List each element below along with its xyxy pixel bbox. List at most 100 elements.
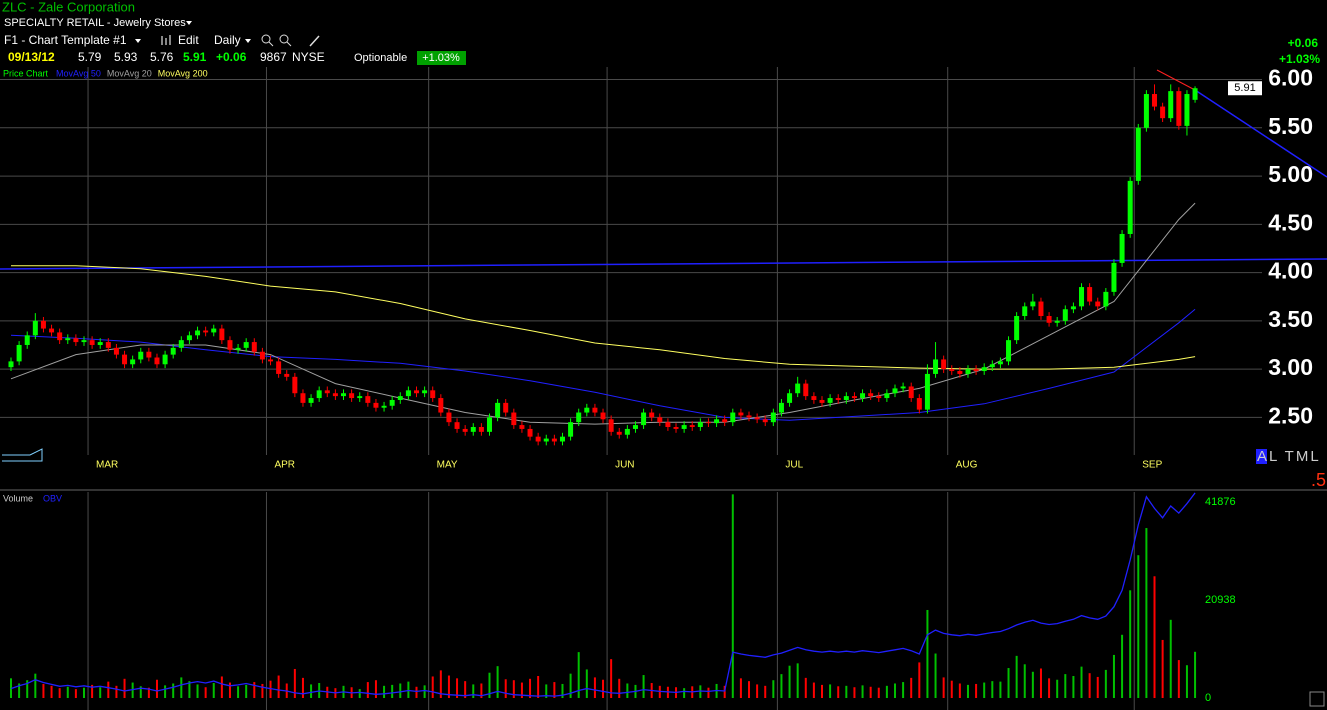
y-tick-label: 6.00	[1268, 65, 1313, 91]
volume-bar	[520, 682, 523, 698]
volume-bar	[780, 674, 783, 698]
legend-entry: MovAvg 20	[107, 68, 152, 78]
volume-bar	[853, 687, 856, 698]
volume-bar	[626, 683, 629, 698]
volume-bar	[512, 680, 515, 698]
volume-bar	[131, 682, 134, 698]
x-tick-label: AUG	[956, 460, 978, 471]
candle-body	[924, 373, 930, 410]
volume-bar	[812, 682, 815, 698]
dropdown-arrow	[135, 39, 141, 43]
candle-body	[908, 386, 914, 399]
candle-body	[1192, 88, 1198, 100]
candle-body	[616, 431, 622, 435]
industry[interactable]: SPECIALTY RETAIL - Jewelry Stores	[4, 17, 186, 29]
zoom-out[interactable]	[279, 34, 289, 44]
candle-body	[941, 359, 947, 370]
volume-bar	[585, 669, 588, 698]
volume-bar	[553, 682, 556, 698]
candle-body	[16, 344, 22, 362]
volume-bar	[893, 683, 896, 698]
volume-bar	[253, 682, 256, 698]
candle-body	[1022, 306, 1028, 317]
volume-bar	[1177, 660, 1180, 698]
volume-bar	[537, 675, 540, 698]
volume-bar	[1088, 673, 1091, 698]
low: 5.76	[150, 50, 174, 64]
candle-body	[576, 412, 582, 423]
corner-button[interactable]	[1309, 691, 1325, 707]
candle-body	[559, 436, 565, 442]
change: +0.06	[216, 50, 247, 64]
volume-bar	[374, 680, 377, 698]
candle-body	[1127, 180, 1133, 234]
candle-body	[57, 332, 63, 341]
scroll-flag[interactable]	[2, 448, 43, 462]
volume-bar	[1007, 668, 1010, 698]
change-pct: +1.03%	[422, 52, 460, 64]
candle-body	[81, 340, 87, 343]
candle-body	[949, 369, 955, 372]
candle-body	[673, 427, 679, 429]
zoom-in[interactable]	[261, 34, 271, 44]
dropdown-arrow	[245, 39, 251, 43]
volume-bar	[423, 685, 426, 698]
candle-body	[1184, 94, 1190, 126]
candle-body	[811, 396, 817, 400]
candle-body	[884, 393, 890, 399]
volume-bar	[991, 681, 994, 698]
candle-body	[722, 419, 728, 423]
volume-bar	[529, 678, 532, 698]
volume-bar	[731, 494, 734, 698]
volume-bar	[488, 672, 491, 698]
volume-bar	[1112, 654, 1115, 698]
volume-bar	[593, 677, 596, 698]
template[interactable]: F1 - Chart Template #1	[4, 33, 127, 47]
candle-body	[414, 390, 419, 394]
candle-body	[551, 438, 557, 442]
candle-body	[746, 415, 752, 418]
volume-bar	[155, 679, 158, 698]
obv-line	[10, 492, 1196, 697]
candle-body	[803, 383, 809, 397]
zoom-out	[286, 41, 292, 47]
candle-body	[568, 422, 574, 437]
volume-bar	[407, 681, 410, 698]
volume-bar	[821, 684, 823, 698]
volume-bar	[1169, 619, 1172, 698]
tools[interactable]: AL TML	[1257, 448, 1321, 465]
candle-body	[178, 340, 184, 348]
volume-bar	[180, 677, 183, 698]
volume-bar	[999, 681, 1002, 698]
candle-body	[397, 396, 403, 400]
volume-bar	[391, 684, 394, 698]
interval[interactable]: Daily	[214, 33, 241, 47]
volume-bar	[756, 684, 759, 698]
candle-body	[1143, 94, 1149, 128]
x-tick-label: MAY	[437, 460, 458, 471]
x-tick-label: JUL	[785, 460, 803, 471]
candle-body	[584, 407, 590, 413]
volume-bar	[1048, 678, 1051, 698]
volume-tick-label: 41876	[1205, 496, 1236, 508]
edit-button[interactable]: Edit	[178, 33, 199, 47]
volume-bar	[220, 676, 223, 698]
candle-body	[162, 354, 168, 365]
volume-bar	[1023, 664, 1026, 698]
volume-bar	[301, 677, 304, 698]
volume-bar	[545, 684, 548, 698]
draw-tool[interactable]	[309, 35, 320, 47]
candle-body	[227, 340, 233, 350]
candle-body	[113, 347, 119, 355]
candle-body	[146, 351, 152, 358]
volume-bar	[26, 680, 29, 698]
candle-body	[308, 398, 314, 403]
last-price-box	[1228, 81, 1262, 96]
volume-bar	[739, 678, 742, 698]
candle-body	[470, 427, 476, 432]
volume-bar	[34, 673, 37, 698]
candle-body	[1103, 291, 1109, 307]
volume-bar	[91, 684, 94, 698]
candle-body	[300, 393, 306, 403]
